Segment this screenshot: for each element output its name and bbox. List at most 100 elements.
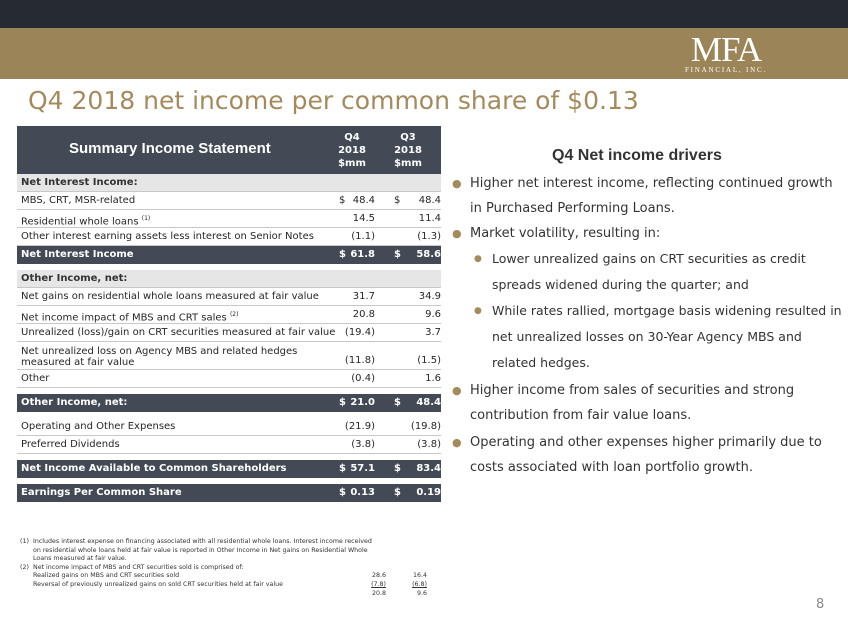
drivers-bullet-list: ● Higher net interest income, reflecting… <box>452 171 844 480</box>
bullet-text: Market volatility, resulting in: <box>470 226 661 241</box>
summary-income-table: Summary Income Statement Q4 2018 $mm Q3 … <box>17 126 441 502</box>
q3-value: 48.4 <box>418 195 441 206</box>
bullet-text: Operating and other expenses higher prim… <box>470 435 822 450</box>
q4-value: (3.8) <box>351 439 375 450</box>
bullet-dot-icon: ● <box>452 436 462 449</box>
row-label: MBS, CRT, MSR-related <box>21 195 136 206</box>
q4-value: 48.4 <box>352 195 375 206</box>
q4-value: (11.8) <box>344 355 375 366</box>
logo-main-text: MFA <box>690 30 762 69</box>
col1-line2: 2018 <box>338 145 366 156</box>
q4-value: (19.4) <box>344 327 375 338</box>
row-label: Net Interest Income: <box>21 177 138 188</box>
row-spacer <box>17 478 441 484</box>
footnote-2: (2) Net income impact of MBS and CRT sec… <box>20 564 440 573</box>
footnote-sub-row: 20.8 9.6 <box>20 590 440 599</box>
page-number: 8 <box>816 597 825 612</box>
sub-bullet-item: ● While rates rallied, mortgage basis wi… <box>452 298 844 376</box>
total-row-other-income: Other Income, net: $ 21.0 $ 48.4 <box>17 394 441 412</box>
row-label: Preferred Dividends <box>21 439 120 450</box>
bullet-dot-icon: ● <box>452 227 462 240</box>
bullet-dot-icon: ● <box>474 254 482 264</box>
q3-value: 0.19 <box>416 487 441 498</box>
bullet-item: ● Operating and other expenses higher pr… <box>452 430 844 480</box>
mfa-logo: MFA FINANCIAL, INC. <box>676 30 776 77</box>
q4-dollar: $ <box>339 463 346 474</box>
header-band <box>0 28 848 79</box>
row-spacer <box>17 454 441 460</box>
row-spacer <box>17 264 441 270</box>
bullet-text: in Purchased Performing Loans. <box>470 201 675 216</box>
table-title: Summary Income Statement <box>69 140 271 157</box>
table-row: Net income impact of MBS and CRT sales (… <box>17 306 441 324</box>
row-label: Earnings Per Common Share <box>21 487 182 498</box>
q4-value: (1.1) <box>351 231 375 242</box>
table-row: Unrealized (loss)/gain on CRT securities… <box>17 324 441 342</box>
table-row: Net gains on residential whole loans mea… <box>17 288 441 306</box>
q3-value: 3.7 <box>425 327 441 338</box>
q3-value: 83.4 <box>416 463 441 474</box>
row-label: Net gains on residential whole loans mea… <box>21 291 319 302</box>
sub-bullet-text: related hedges. <box>492 355 590 370</box>
table-row: Preferred Dividends (3.8) (3.8) <box>17 436 441 454</box>
table-row: Residential whole loans (1) 14.5 11.4 <box>17 210 441 228</box>
footnotes: (1) Includes interest expense on financi… <box>20 538 440 599</box>
q4-value: 61.8 <box>350 249 375 260</box>
q3-dollar: $ <box>394 249 401 260</box>
row-spacer <box>17 412 441 418</box>
row-label: Unrealized (loss)/gain on CRT securities… <box>21 327 336 338</box>
q4-value: 14.5 <box>352 213 375 224</box>
footnote-text: Loans measured at fair value. <box>33 555 127 563</box>
q4-dollar: $ <box>339 249 346 260</box>
row-label: Other <box>21 373 50 384</box>
col2-line1: Q3 <box>400 132 416 143</box>
footnote-sub-label: Reversal of previously unrealized gains … <box>33 581 284 589</box>
table-row: MBS, CRT, MSR-related $ 48.4 $ 48.4 <box>17 192 441 210</box>
q3-value: 11.4 <box>418 213 441 224</box>
q3-value: (1.5) <box>417 355 441 366</box>
sub-bullet-text: net unrealized losses on 30-Year Agency … <box>492 329 802 344</box>
bullet-item: ● Market volatility, resulting in: <box>452 221 844 246</box>
row-label-line2: measured at fair value <box>21 357 135 368</box>
q4-value: 57.1 <box>350 463 375 474</box>
col1-line1: Q4 <box>344 132 360 143</box>
bullet-item: ● Higher net interest income, reflecting… <box>452 171 844 221</box>
logo-sub-text: FINANCIAL, INC. <box>684 66 768 74</box>
q4-value: 20.8 <box>352 309 375 320</box>
footnote-q3-value: (6.8) <box>412 581 427 589</box>
bullet-dot-icon: ● <box>452 177 462 190</box>
row-spacer <box>17 388 441 394</box>
q3-dollar: $ <box>394 195 401 206</box>
footnote-sub-label: Realized gains on MBS and CRT securities… <box>33 572 180 580</box>
total-row-eps: Earnings Per Common Share $ 0.13 $ 0.19 <box>17 484 441 502</box>
q4-value: (21.9) <box>344 421 375 432</box>
bullet-text: Higher net interest income, reflecting c… <box>470 176 833 191</box>
q3-value: (19.8) <box>410 421 441 432</box>
row-label: Residential whole loans (1) <box>21 210 150 231</box>
q3-value: 34.9 <box>418 291 441 302</box>
footnote-sub-row: Reversal of previously unrealized gains … <box>20 581 440 590</box>
footnote-ref: (1) <box>141 215 151 222</box>
footnote-number: (2) <box>20 563 29 571</box>
col2-line2: 2018 <box>394 145 422 156</box>
footnote-1: (1) Includes interest expense on financi… <box>20 538 440 564</box>
column-header-q4: Q4 2018 $mm <box>330 131 374 170</box>
q3-value: (1.3) <box>417 231 441 242</box>
column-header-q3: Q3 2018 $mm <box>386 131 430 170</box>
table-header: Summary Income Statement Q4 2018 $mm Q3 … <box>17 126 441 174</box>
footnote-ref: (2) <box>229 311 239 318</box>
footnote-text: on residential whole loans held at fair … <box>33 546 368 554</box>
top-bar <box>0 0 848 28</box>
footnote-number: (1) <box>20 538 29 545</box>
sub-bullet-text: spreads widened during the quarter; and <box>492 277 749 292</box>
footnote-sub-row: Realized gains on MBS and CRT securities… <box>20 572 440 581</box>
q4-dollar: $ <box>339 195 346 206</box>
q3-dollar: $ <box>394 463 401 474</box>
row-label: Other Income, net: <box>21 273 128 284</box>
bullet-item: ● Higher income from sales of securities… <box>452 378 844 428</box>
q4-dollar: $ <box>339 397 346 408</box>
footnote-q3-value: 16.4 <box>412 572 427 580</box>
footnote-q4-total: 20.8 <box>371 590 386 598</box>
row-label: Other Income, net: <box>21 397 128 408</box>
total-row-net-interest-income: Net Interest Income $ 61.8 $ 58.6 <box>17 246 441 264</box>
